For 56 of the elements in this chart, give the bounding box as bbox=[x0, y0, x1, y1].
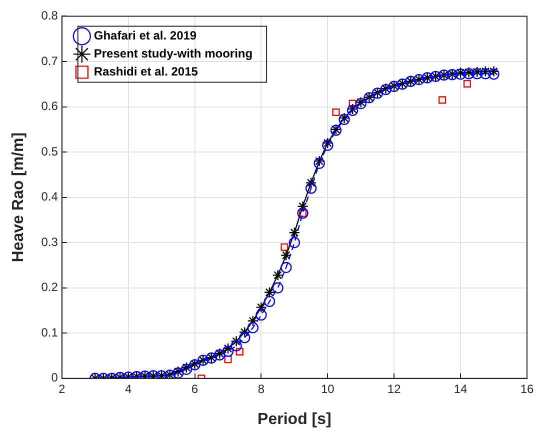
point bbox=[256, 302, 267, 313]
point bbox=[480, 68, 492, 80]
point bbox=[247, 315, 259, 326]
point bbox=[488, 66, 500, 78]
point bbox=[272, 282, 284, 294]
y-tick-label: 0.1 bbox=[41, 325, 58, 340]
point bbox=[264, 296, 276, 308]
point bbox=[247, 322, 259, 334]
point bbox=[322, 140, 334, 151]
x-tick-label: 16 bbox=[520, 382, 534, 396]
point bbox=[332, 108, 340, 116]
point bbox=[297, 200, 308, 212]
y-tick-label: 0 bbox=[51, 370, 58, 385]
y-tick-label: 0.3 bbox=[41, 234, 58, 249]
point bbox=[272, 270, 284, 281]
y-tick-label: 0.5 bbox=[41, 144, 58, 158]
point bbox=[348, 100, 356, 108]
point bbox=[256, 309, 267, 321]
point bbox=[488, 68, 500, 80]
point bbox=[322, 137, 334, 149]
x-tick-label: 10 bbox=[320, 382, 335, 396]
y-axis-title: Heave Rao [m/m] bbox=[10, 132, 28, 262]
point bbox=[314, 158, 325, 169]
x-tick-label: 2 bbox=[58, 382, 66, 396]
x-tick-label: 8 bbox=[258, 382, 265, 396]
point bbox=[239, 332, 250, 344]
y-tick-label: 0.6 bbox=[41, 99, 58, 114]
x-tick-label: 12 bbox=[387, 382, 402, 396]
legend-label: Rashidi et al. 2015 bbox=[94, 64, 198, 79]
x-tick-label: 6 bbox=[191, 382, 198, 396]
point bbox=[264, 286, 276, 298]
legend-label: Ghafari et al. 2019 bbox=[94, 28, 197, 43]
point bbox=[236, 348, 244, 356]
point bbox=[280, 262, 292, 274]
x-axis-title: Period [s] bbox=[258, 410, 332, 428]
point bbox=[305, 182, 317, 194]
point bbox=[314, 155, 325, 167]
point bbox=[280, 250, 292, 261]
point bbox=[280, 243, 288, 251]
point bbox=[239, 326, 250, 338]
point bbox=[438, 96, 446, 104]
point bbox=[305, 177, 317, 188]
point bbox=[230, 336, 242, 347]
point bbox=[230, 340, 242, 352]
legend-label: Present study-with mooring bbox=[94, 46, 253, 61]
y-tick-label: 0.8 bbox=[41, 8, 58, 23]
y-tick-label: 0.7 bbox=[41, 54, 58, 68]
y-tick-label: 0.4 bbox=[41, 190, 58, 204]
point bbox=[463, 80, 471, 88]
y-tick-label: 0.2 bbox=[41, 280, 58, 294]
point bbox=[224, 356, 232, 364]
point bbox=[222, 346, 234, 357]
x-tick-label: 14 bbox=[454, 382, 468, 396]
point bbox=[288, 236, 300, 248]
x-tick-label: 4 bbox=[124, 382, 132, 396]
point bbox=[288, 227, 300, 238]
